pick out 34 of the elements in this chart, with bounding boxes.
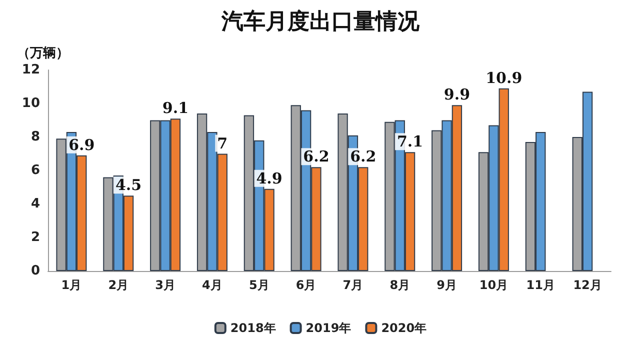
x-tick-label: 2月 — [108, 278, 129, 292]
data-label: 10.9 — [486, 68, 522, 87]
x-tick-label: 12月 — [573, 278, 602, 292]
y-tick-label: 12 — [22, 62, 40, 78]
data-label: 6.2 — [303, 148, 330, 166]
x-tick-label: 11月 — [526, 278, 555, 292]
x-tick-label: 6月 — [296, 278, 316, 292]
x-tick-label: 9月 — [436, 278, 457, 292]
x-tick-label: 5月 — [248, 278, 270, 292]
x-tick-label: 10月 — [479, 278, 508, 292]
y-tick-label: 10 — [22, 96, 40, 111]
x-tick-label: 7月 — [342, 278, 364, 292]
data-label: 4.5 — [115, 176, 142, 194]
data-label: 7 — [217, 134, 228, 152]
x-tick-label: 1月 — [61, 278, 82, 292]
data-label: 7.1 — [396, 132, 424, 151]
legend-label: 2020年 — [381, 321, 427, 335]
data-label: 4.9 — [256, 169, 282, 188]
chart-title: 汽车月度出口量情况 — [220, 8, 420, 34]
y-axis-title: （万辆） — [17, 46, 69, 61]
legend-label: 2019年 — [306, 321, 352, 335]
y-tick-label: 2 — [30, 230, 40, 245]
y-tick-label: 0 — [30, 264, 40, 278]
x-tick-label: 8月 — [390, 278, 410, 292]
x-tick-label: 3月 — [155, 278, 176, 292]
x-tick-label: 4月 — [202, 278, 222, 292]
data-label: 9.9 — [444, 86, 470, 104]
y-tick-label: 4 — [30, 196, 40, 212]
data-label: 9.1 — [162, 99, 189, 118]
y-tick-label: 8 — [30, 130, 40, 144]
y-tick-label: 6 — [30, 163, 40, 178]
data-label: 6.9 — [68, 136, 95, 154]
legend-label: 2018年 — [230, 321, 276, 335]
data-label: 6.2 — [350, 148, 376, 166]
